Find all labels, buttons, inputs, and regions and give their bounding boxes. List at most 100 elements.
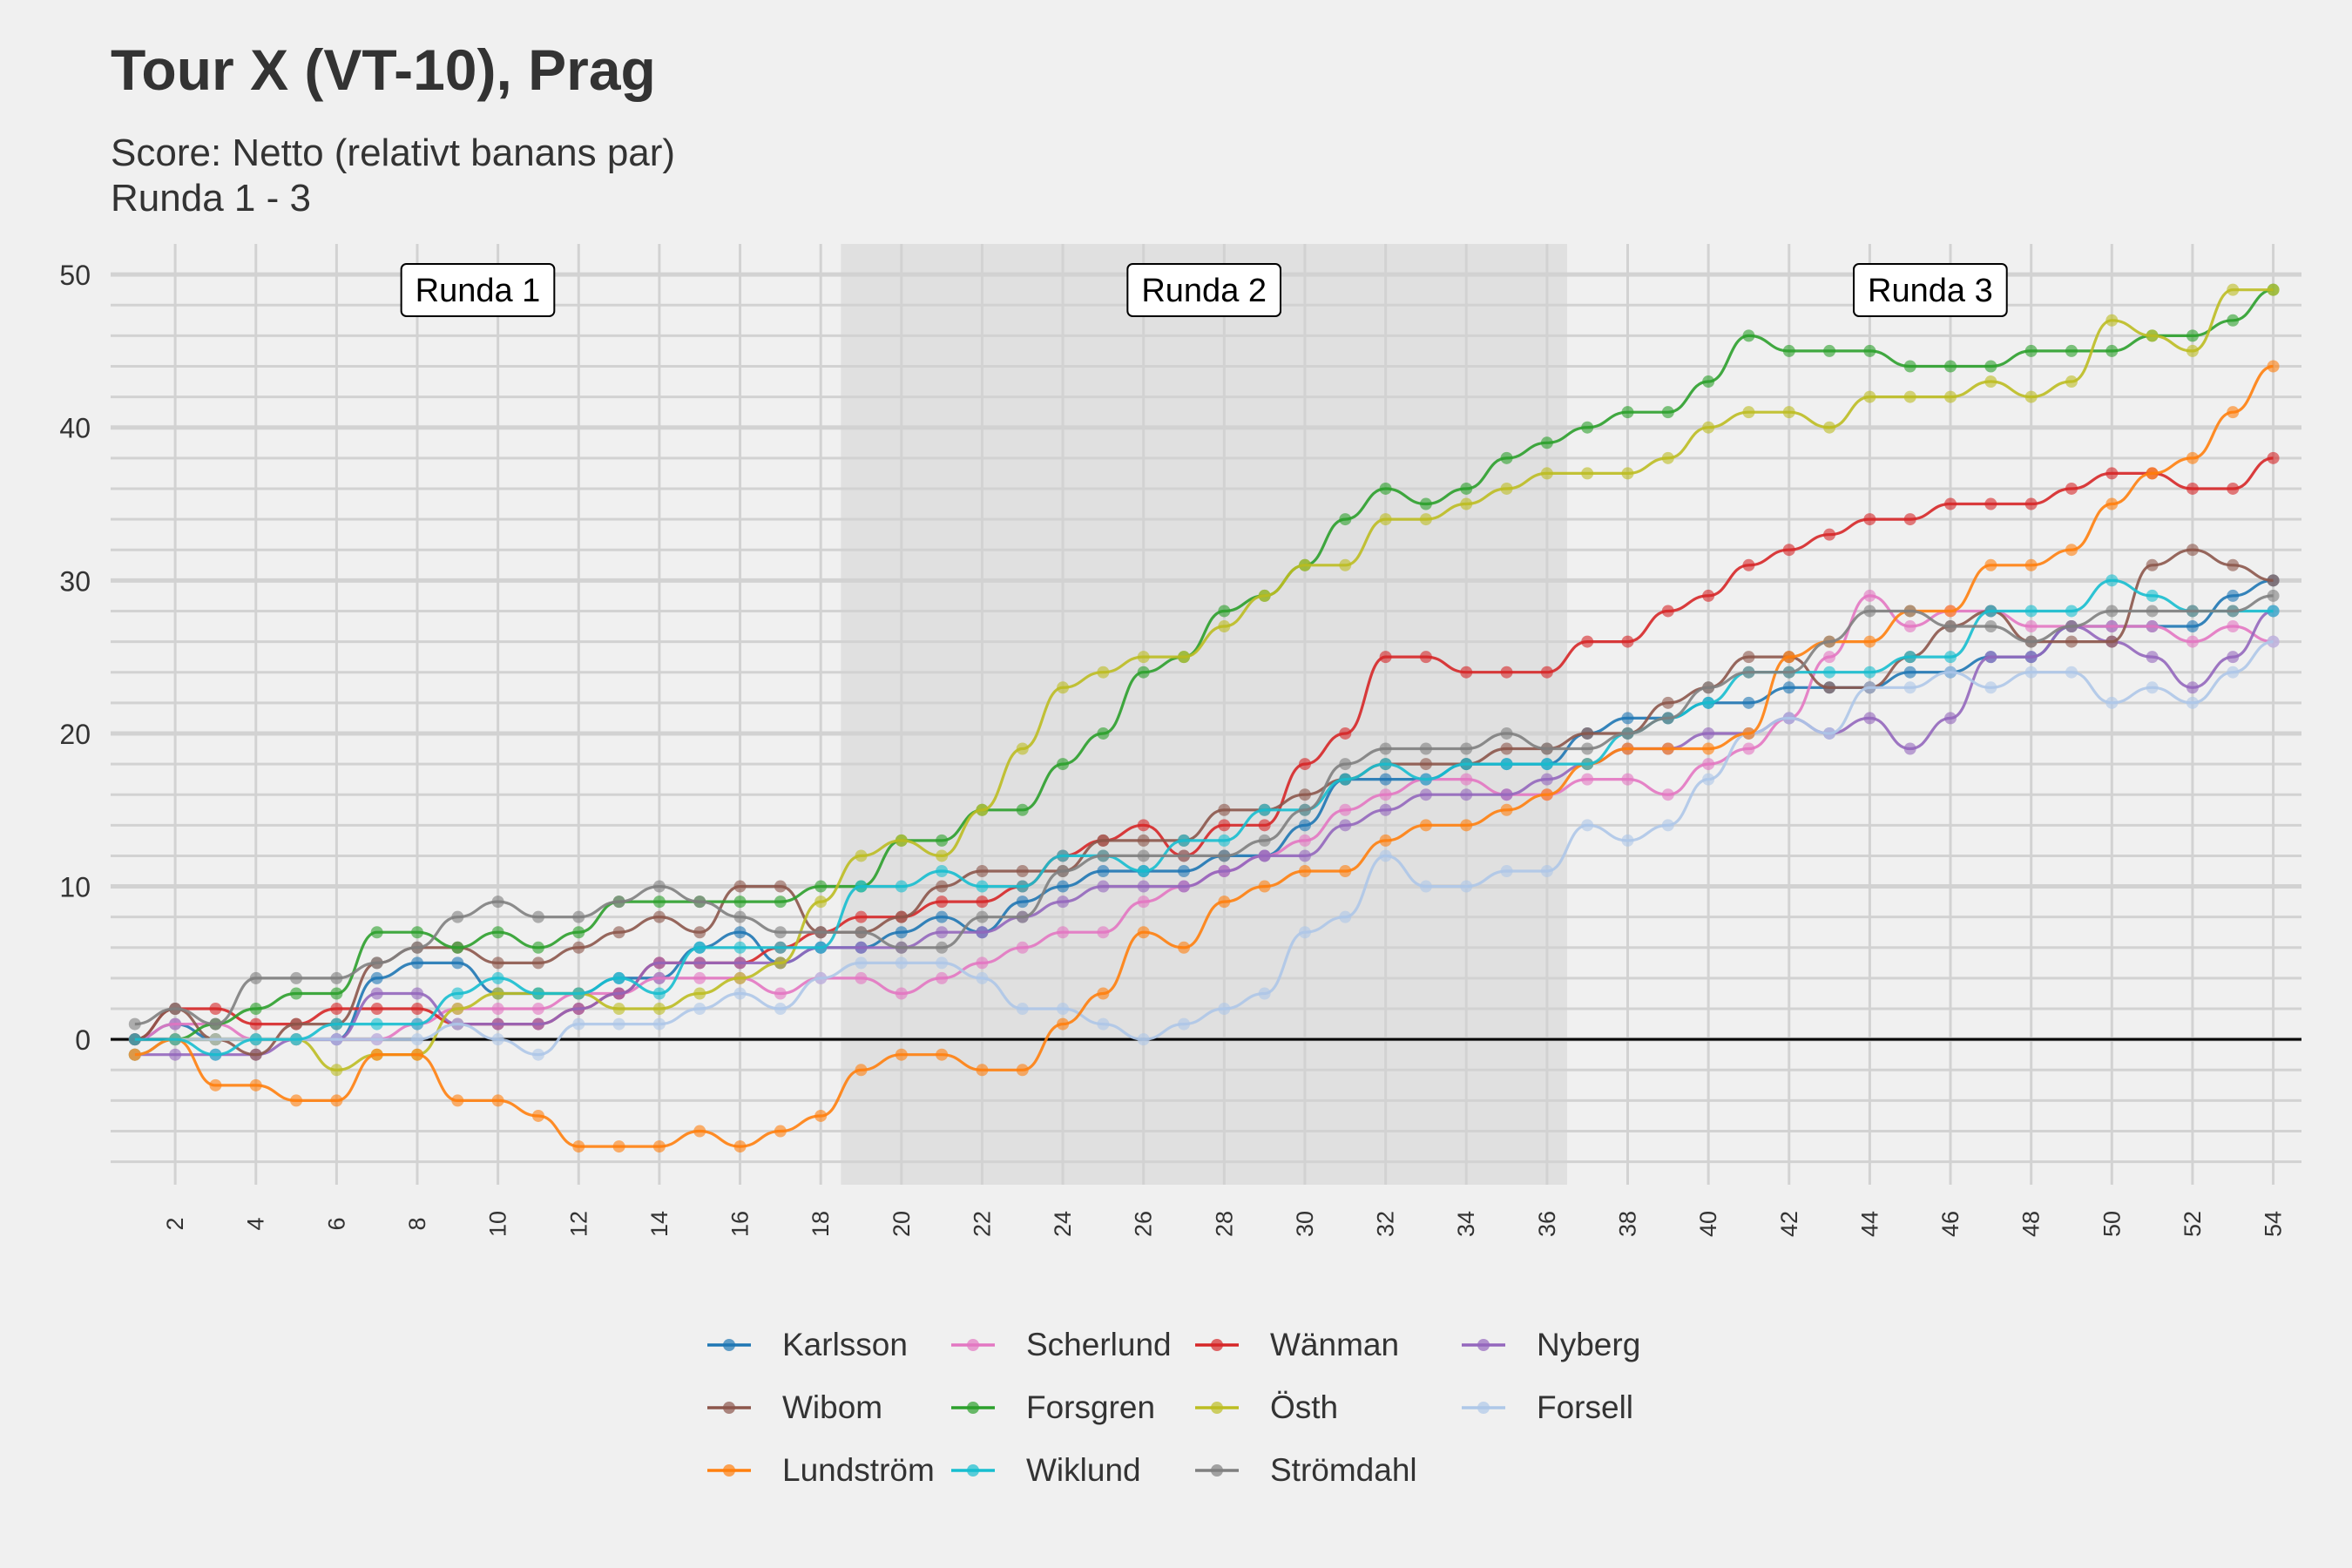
- data-point: [1460, 880, 1473, 893]
- data-point: [1903, 605, 1916, 618]
- data-point: [1863, 589, 1876, 602]
- legend-key-point: [1477, 1402, 1490, 1414]
- data-point: [1984, 605, 1997, 618]
- data-point: [1540, 773, 1553, 786]
- data-point: [774, 880, 787, 893]
- data-point: [249, 1033, 262, 1046]
- data-point: [1581, 742, 1594, 755]
- legend-key-icon: [1462, 1339, 1505, 1351]
- data-point: [1581, 727, 1594, 740]
- data-point: [2227, 558, 2240, 571]
- data-point: [411, 987, 424, 1000]
- data-point: [612, 926, 625, 939]
- data-point: [2146, 467, 2159, 480]
- data-point: [1419, 651, 1432, 664]
- data-point: [1702, 773, 1715, 786]
- data-point: [2227, 482, 2240, 495]
- data-point: [1500, 758, 1513, 771]
- data-point: [855, 941, 868, 954]
- data-point: [1863, 344, 1876, 357]
- y-tick-label: 40: [59, 413, 91, 444]
- data-point: [1258, 880, 1271, 893]
- data-point: [209, 1003, 222, 1016]
- x-tick-label: 38: [1615, 1211, 1641, 1237]
- data-point: [2105, 314, 2119, 327]
- data-point: [2065, 620, 2078, 633]
- data-point: [451, 1017, 464, 1031]
- data-point: [249, 1003, 262, 1016]
- data-point: [1500, 451, 1513, 464]
- data-point: [370, 926, 383, 939]
- data-point: [652, 1017, 666, 1031]
- data-point: [1339, 865, 1352, 877]
- data-point: [491, 956, 504, 970]
- data-point: [531, 941, 544, 954]
- data-point: [1460, 497, 1473, 510]
- data-point: [2267, 635, 2280, 648]
- round-label-box: [1853, 263, 2008, 317]
- data-point: [2227, 589, 2240, 602]
- data-point: [733, 896, 747, 909]
- data-point: [936, 834, 949, 847]
- data-point: [1823, 651, 1836, 664]
- data-point: [936, 926, 949, 939]
- data-point: [572, 1017, 585, 1031]
- data-point: [370, 956, 383, 970]
- data-point: [1621, 635, 1634, 648]
- data-point: [855, 956, 868, 970]
- legend-item-wiklund: Wiklund: [950, 1439, 1193, 1502]
- data-point: [1742, 696, 1755, 709]
- legend-key-icon: [707, 1464, 751, 1477]
- data-point: [1178, 1017, 1191, 1031]
- data-point: [1782, 544, 1795, 557]
- data-point: [814, 880, 828, 893]
- data-point: [1702, 375, 1715, 389]
- data-point: [1178, 834, 1191, 847]
- data-point: [451, 941, 464, 954]
- data-point: [290, 1033, 303, 1046]
- data-point: [491, 1017, 504, 1031]
- data-point: [936, 865, 949, 877]
- subtitle-line-2: Runda 1 - 3: [111, 177, 311, 220]
- x-tick-label: 14: [646, 1211, 672, 1237]
- legend-key-point: [1477, 1339, 1490, 1351]
- round-label-2: Runda 2: [1126, 263, 1282, 317]
- data-point: [1500, 727, 1513, 740]
- x-tick-label: 12: [565, 1211, 591, 1237]
- data-point: [1984, 497, 1997, 510]
- data-point: [1621, 773, 1634, 786]
- data-point: [733, 941, 747, 954]
- x-tick-label: 24: [1050, 1211, 1076, 1237]
- data-point: [733, 880, 747, 893]
- data-point: [652, 1003, 666, 1016]
- data-point: [1863, 390, 1876, 403]
- data-point: [531, 1109, 544, 1122]
- data-point: [1218, 803, 1231, 816]
- data-point: [733, 926, 747, 939]
- data-point: [1137, 1033, 1150, 1046]
- data-point: [531, 987, 544, 1000]
- data-point: [1097, 666, 1110, 679]
- legend-label: Forsgren: [1026, 1389, 1156, 1425]
- data-point: [1218, 620, 1231, 633]
- data-point: [1258, 803, 1271, 816]
- data-point: [1621, 834, 1634, 847]
- data-point: [531, 1048, 544, 1061]
- data-point: [693, 896, 706, 909]
- data-point: [1218, 1003, 1231, 1016]
- data-point: [652, 956, 666, 970]
- data-point: [1782, 651, 1795, 664]
- data-point: [2024, 635, 2038, 648]
- data-point: [1258, 987, 1271, 1000]
- data-point: [2227, 283, 2240, 296]
- data-point: [1661, 605, 1674, 618]
- data-point: [1057, 681, 1070, 694]
- data-point: [652, 971, 666, 984]
- data-point: [1460, 773, 1473, 786]
- data-point: [1742, 727, 1755, 740]
- data-point: [2227, 651, 2240, 664]
- data-point: [370, 1033, 383, 1046]
- data-point: [1016, 1003, 1029, 1016]
- data-point: [1419, 513, 1432, 526]
- x-tick-label: 34: [1453, 1211, 1479, 1237]
